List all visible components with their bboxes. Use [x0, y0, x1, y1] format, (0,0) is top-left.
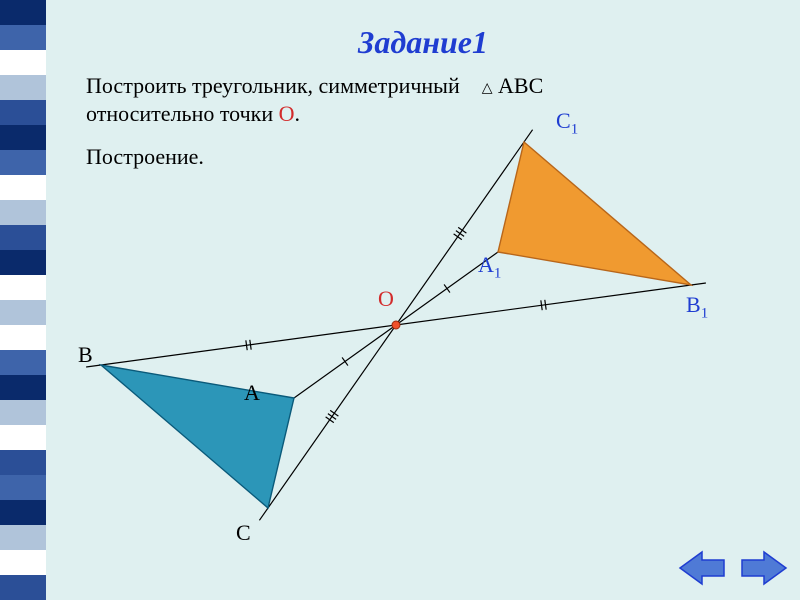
label-A: А	[244, 380, 260, 406]
sidebar-stripe	[0, 100, 46, 125]
next-button[interactable]	[738, 548, 788, 588]
label-O: О	[378, 286, 394, 312]
sidebar-stripe	[0, 475, 46, 500]
sidebar-stripe	[0, 250, 46, 275]
label-B: В	[78, 342, 93, 368]
sidebar-stripe	[0, 325, 46, 350]
label-A1: А1	[478, 252, 501, 282]
sidebar-stripe	[0, 425, 46, 450]
sidebar-stripe	[0, 525, 46, 550]
sidebar-stripe	[0, 200, 46, 225]
sidebar-stripe	[0, 575, 46, 600]
label-C1: С1	[556, 108, 578, 138]
sidebar-stripe	[0, 450, 46, 475]
sidebar-stripe	[0, 375, 46, 400]
label-C: С	[236, 520, 251, 546]
decorative-sidebar	[0, 0, 46, 600]
nav-buttons	[678, 548, 788, 588]
sidebar-stripe	[0, 400, 46, 425]
sidebar-stripe	[0, 125, 46, 150]
sidebar-stripe	[0, 550, 46, 575]
sidebar-stripe	[0, 350, 46, 375]
label-B1: В1	[686, 292, 708, 322]
sidebar-stripe	[0, 275, 46, 300]
sidebar-stripe	[0, 500, 46, 525]
sidebar-stripe	[0, 0, 46, 25]
slide-canvas: Задание1 Построить треугольник, симметри…	[46, 0, 800, 600]
sidebar-stripe	[0, 225, 46, 250]
sidebar-stripe	[0, 25, 46, 50]
sidebar-stripe	[0, 75, 46, 100]
sidebar-stripe	[0, 50, 46, 75]
sidebar-stripe	[0, 175, 46, 200]
sidebar-stripe	[0, 300, 46, 325]
prev-button[interactable]	[678, 548, 728, 588]
sidebar-stripe	[0, 150, 46, 175]
